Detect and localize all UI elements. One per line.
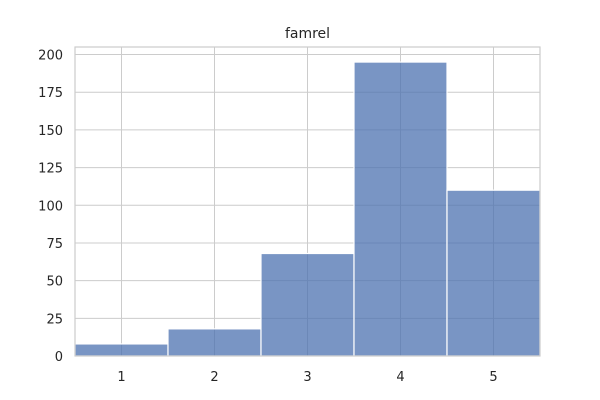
x-tick-label: 1 bbox=[117, 370, 125, 385]
chart-title: famrel bbox=[285, 26, 330, 42]
bars bbox=[74, 61, 541, 357]
y-tick-label: 100 bbox=[38, 199, 63, 214]
x-tick-label: 5 bbox=[489, 370, 497, 385]
bar-4 bbox=[353, 61, 448, 357]
plot-frame bbox=[74, 46, 541, 357]
y-tick-label: 25 bbox=[46, 312, 63, 327]
bar-5 bbox=[446, 189, 541, 357]
y-tick-label: 50 bbox=[46, 275, 63, 290]
y-tick-label: 200 bbox=[38, 49, 63, 64]
y-tick-label: 175 bbox=[38, 86, 63, 101]
x-tick-labels: 1 2 3 4 5 bbox=[117, 370, 497, 385]
y-tick-label: 150 bbox=[38, 124, 63, 139]
x-tick-label: 2 bbox=[210, 370, 218, 385]
y-tick-label: 75 bbox=[46, 237, 63, 252]
bar-3 bbox=[260, 252, 355, 357]
y-tick-label: 125 bbox=[38, 162, 63, 177]
y-tick-label: 0 bbox=[55, 350, 63, 365]
x-tick-label: 3 bbox=[303, 370, 311, 385]
y-tick-labels: 0 25 50 75 100 125 150 175 200 bbox=[38, 49, 63, 365]
bar-1 bbox=[74, 343, 169, 357]
bar-2 bbox=[167, 328, 262, 357]
x-tick-label: 4 bbox=[396, 370, 404, 385]
